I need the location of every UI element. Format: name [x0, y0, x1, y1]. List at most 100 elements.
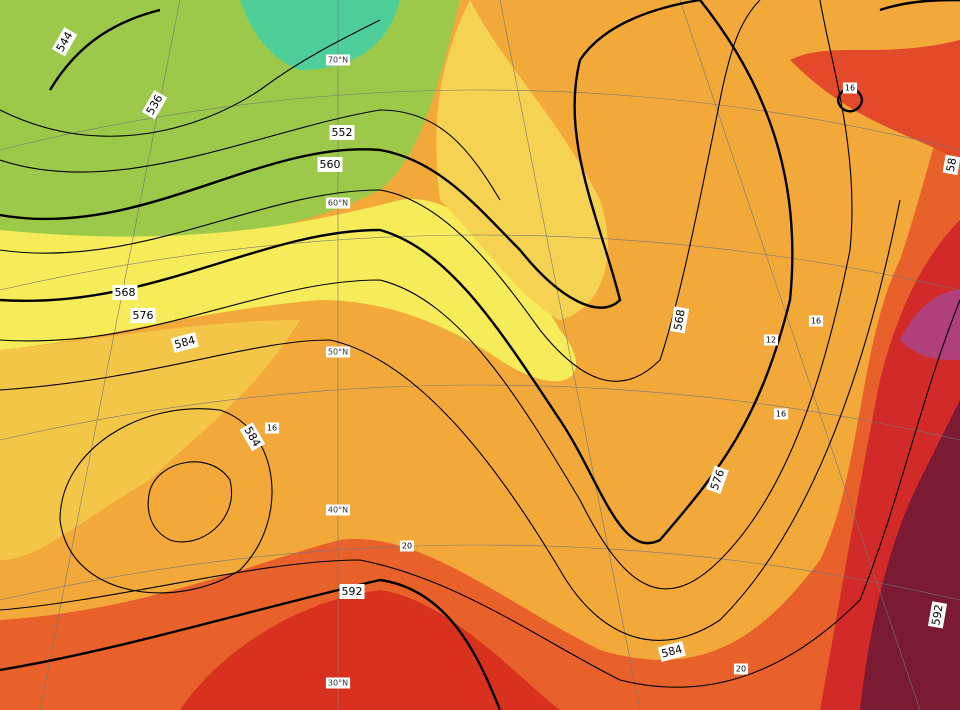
- contour: [0, 0, 701, 309]
- temperature-label-group: 16: [842, 82, 858, 94]
- purple-region: [900, 290, 960, 360]
- label-background: [170, 332, 199, 353]
- label-background: [942, 154, 960, 176]
- height-contour-label: 568: [115, 286, 136, 299]
- label-background: [842, 82, 858, 94]
- label-background: [112, 285, 138, 300]
- graticule-line: [39, 0, 181, 710]
- label-background: [808, 315, 824, 327]
- label-background: [669, 306, 690, 334]
- temperature-label-group: 20: [733, 663, 749, 675]
- height-contour-label-group: 568: [669, 306, 690, 334]
- label-background: [733, 663, 749, 675]
- contour: [0, 109, 501, 201]
- contour: [0, 299, 960, 688]
- label-background: [317, 157, 343, 172]
- height-contour-label-group: 58: [942, 154, 960, 176]
- label-background: [706, 465, 729, 495]
- height-contour-label: 568: [671, 308, 687, 331]
- label-background: [325, 677, 351, 689]
- label-background: [325, 504, 351, 516]
- latitude-label-group: 70°N: [325, 54, 351, 66]
- graticule-line: [679, 0, 921, 710]
- contour: [0, 0, 853, 590]
- red-region-south: [180, 590, 560, 710]
- height-contour-label-group: 552: [329, 125, 355, 140]
- height-contour-label-group: 592: [339, 584, 365, 599]
- temperature-label: 16: [267, 424, 277, 433]
- temperature-label: 20: [402, 542, 412, 551]
- label-background: [339, 584, 365, 599]
- cyan-region: [240, 0, 400, 70]
- height-contour-label: 58: [944, 157, 959, 173]
- yellow-west: [0, 320, 300, 560]
- height-contour-label: 560: [320, 158, 341, 171]
- latitude-label: 30°N: [328, 679, 348, 688]
- label-background: [51, 27, 78, 57]
- label-background: [264, 422, 280, 434]
- label-background: [325, 346, 351, 358]
- latitude-label: 50°N: [328, 348, 348, 357]
- height-contour-label-group: 576: [706, 465, 729, 495]
- contour: [48, 8, 161, 91]
- temperature-label-group: 16: [808, 315, 824, 327]
- height-contour-label: 576: [133, 309, 154, 322]
- temperature-label-group: 16: [264, 422, 280, 434]
- graticule-line: [499, 0, 641, 710]
- contour: [0, 0, 794, 545]
- label-background: [927, 601, 948, 629]
- temperature-label-group: 16: [773, 408, 789, 420]
- graticule-line: [0, 544, 960, 601]
- height-contour-label: 592: [929, 603, 945, 626]
- contour: [879, 0, 960, 12]
- temperature-label: 16: [811, 317, 821, 326]
- height-contour-label-group: 560: [317, 157, 343, 172]
- height-contour-label: 584: [660, 643, 684, 661]
- contour: [59, 408, 273, 594]
- temperature-label: 16: [845, 84, 855, 93]
- label-background: [399, 540, 415, 552]
- latitude-label: 40°N: [328, 506, 348, 515]
- contour: [0, 0, 761, 382]
- yellow-band: [0, 199, 577, 382]
- label-background: [325, 54, 351, 66]
- label-background: [141, 90, 168, 120]
- temperature-label-group: 20: [399, 540, 415, 552]
- temperature-label-group: 12: [763, 334, 779, 346]
- latitude-label: 60°N: [328, 199, 348, 208]
- height-contour-label-group: 584: [657, 641, 686, 662]
- contour: [0, 199, 901, 641]
- label-background: [239, 422, 266, 452]
- height-contour-label-group: 584: [170, 332, 199, 353]
- height-contour-label-group: 568: [112, 285, 138, 300]
- label-background: [657, 641, 686, 662]
- latitude-label-group: 40°N: [325, 504, 351, 516]
- label-background: [773, 408, 789, 420]
- label-background: [325, 197, 351, 209]
- maroon-region: [860, 400, 960, 710]
- height-contour-label-group: 592: [927, 601, 948, 629]
- contour: [0, 19, 381, 137]
- graticule-line: [0, 384, 960, 441]
- latitude-label-group: 50°N: [325, 346, 351, 358]
- latitude-label-group: 60°N: [325, 197, 351, 209]
- height-contour-label: 584: [173, 334, 197, 352]
- contour: [147, 461, 233, 543]
- graticule-line: [0, 234, 960, 291]
- yellow-north: [436, 0, 608, 320]
- height-contour-label: 552: [332, 126, 353, 139]
- height-contour-label: 592: [342, 585, 363, 598]
- red-region-northeast: [790, 40, 960, 160]
- latitude-label: 70°N: [328, 56, 348, 65]
- latitude-label-group: 30°N: [325, 677, 351, 689]
- temperature-label: 20: [736, 665, 746, 674]
- temperature-label: 12: [766, 336, 776, 345]
- graticule-line: [0, 89, 960, 151]
- temperature-label: 16: [776, 410, 786, 419]
- label-background: [329, 125, 355, 140]
- height-contour-label-group: 576: [130, 308, 156, 323]
- label-background: [763, 334, 779, 346]
- label-background: [130, 308, 156, 323]
